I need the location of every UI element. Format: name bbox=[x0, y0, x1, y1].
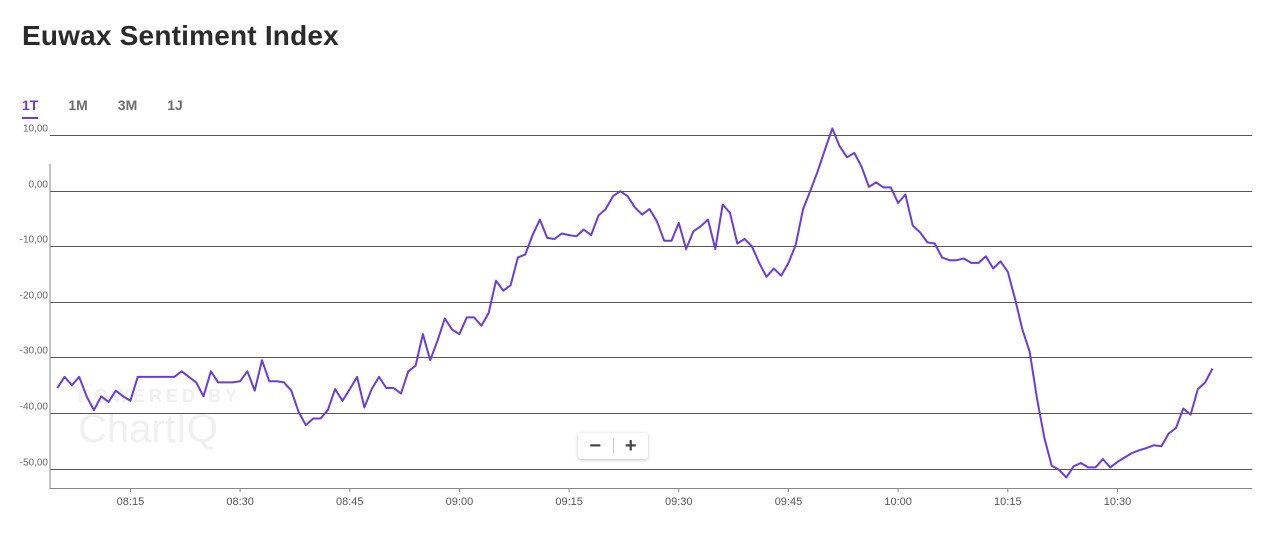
zoom-out-button[interactable]: − bbox=[589, 435, 602, 457]
x-tick-label: 09:15 bbox=[555, 496, 583, 508]
tab-1m[interactable]: 1M bbox=[68, 97, 88, 113]
zoom-control: − + bbox=[578, 433, 648, 459]
y-tick-label: -20,00 bbox=[20, 291, 49, 302]
tab-1j[interactable]: 1J bbox=[167, 97, 183, 113]
x-tick-label: 08:30 bbox=[226, 496, 254, 508]
watermark-line2: ChartIQ bbox=[78, 407, 219, 451]
tab-3m[interactable]: 3M bbox=[117, 97, 138, 113]
x-tick-label: 10:00 bbox=[884, 496, 912, 508]
zoom-in-button[interactable]: + bbox=[624, 435, 637, 457]
x-tick-label: 08:45 bbox=[336, 496, 364, 508]
x-tick-label: 08:15 bbox=[117, 496, 145, 508]
x-tick-label: 09:30 bbox=[665, 496, 693, 508]
period-tabs: 1T 1M 3M 1J bbox=[22, 97, 213, 119]
x-tick-label: 09:45 bbox=[775, 496, 803, 508]
x-tick-label: 10:15 bbox=[994, 496, 1022, 508]
y-tick-label: -30,00 bbox=[20, 346, 49, 357]
x-tick-label: 09:00 bbox=[446, 496, 474, 508]
y-tick-label: -50,00 bbox=[20, 458, 49, 469]
y-tick-label: -10,00 bbox=[20, 235, 49, 246]
y-tick-label: 0,00 bbox=[29, 180, 49, 191]
tab-1t[interactable]: 1T bbox=[22, 97, 39, 119]
page-title: Euwax Sentiment Index bbox=[22, 20, 339, 51]
y-tick-label: -40,00 bbox=[20, 402, 49, 413]
y-tick-label: 10,00 bbox=[23, 124, 48, 135]
chartiq-watermark: POWERED BY ChartIQ bbox=[78, 386, 241, 452]
x-tick-label: 10:30 bbox=[1104, 496, 1132, 508]
zoom-divider bbox=[612, 438, 614, 454]
